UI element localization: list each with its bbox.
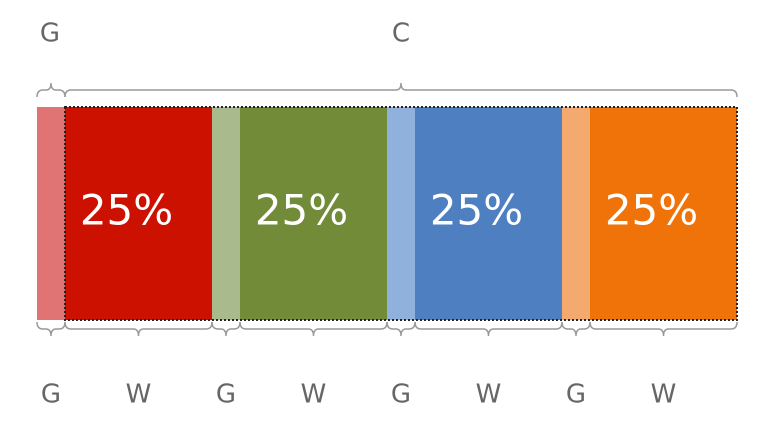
column-share: 25% [80, 186, 173, 235]
brace [239, 321, 388, 337]
gutter [562, 107, 590, 320]
gutter [212, 107, 240, 320]
column-share: 25% [255, 186, 348, 235]
gutter [387, 107, 415, 320]
brace [414, 321, 563, 337]
gutter-label: G [566, 380, 586, 410]
top-gutter-label: G [40, 19, 60, 49]
column [590, 107, 737, 320]
brace [589, 321, 738, 337]
brace [36, 321, 66, 337]
gutter-label: G [41, 380, 61, 410]
brace [64, 82, 738, 98]
width-label: W [126, 380, 152, 410]
width-label: W [476, 380, 502, 410]
gutter-label: G [216, 380, 236, 410]
brace [386, 321, 416, 337]
brace [64, 321, 213, 337]
gutter-label: G [391, 380, 411, 410]
brace [211, 321, 241, 337]
container-outline [64, 106, 738, 321]
column-share: 25% [430, 186, 523, 235]
brace [561, 321, 591, 337]
width-label: W [651, 380, 677, 410]
width-label: W [301, 380, 327, 410]
brace [36, 82, 66, 98]
column [65, 107, 212, 320]
column [240, 107, 387, 320]
container-label: C [392, 19, 410, 49]
column [415, 107, 562, 320]
gutter [37, 107, 65, 320]
column-share: 25% [605, 186, 698, 235]
